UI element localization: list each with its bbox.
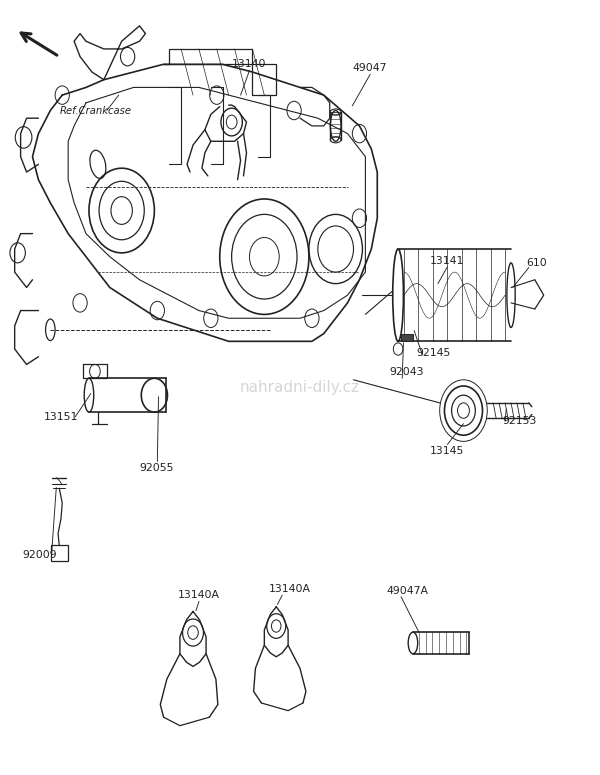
Bar [51,546,68,560]
Text: 92055: 92055 [139,463,173,474]
Text: 49047A: 49047A [386,586,428,596]
Text: 13140A: 13140A [178,591,220,601]
Text: 13145: 13145 [430,446,464,456]
Text: 92043: 92043 [390,367,424,377]
Text: 13141: 13141 [430,256,464,266]
Text: 92153: 92153 [503,416,537,426]
Text: 610: 610 [526,258,547,268]
Text: 13140: 13140 [232,60,267,69]
Text: 13151: 13151 [44,412,78,422]
Text: 92009: 92009 [22,550,57,560]
Text: 92145: 92145 [416,348,451,358]
Text: 13140A: 13140A [268,584,310,594]
Bar [401,334,413,341]
Text: Ref.Crankcase: Ref.Crankcase [59,105,131,115]
Text: nahradni-dily.cz: nahradni-dily.cz [240,380,360,395]
Text: 49047: 49047 [353,64,388,73]
